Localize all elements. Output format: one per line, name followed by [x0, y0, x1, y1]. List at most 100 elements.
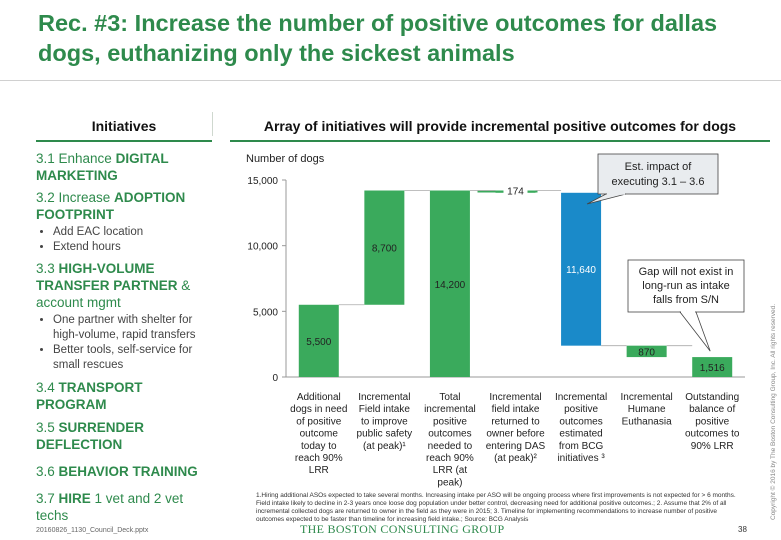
initiative-keyword: SURRENDER DEFLECTION [36, 420, 145, 452]
x-category-label: reach 90% [426, 453, 474, 464]
initiative-suffix: 1 vet and 2 vet techs [36, 491, 184, 523]
initiative-prefix: 3.4 [36, 380, 59, 395]
x-category-label: (at peak)¹ [363, 441, 406, 452]
initiative-bullet: Extend hours [53, 240, 216, 255]
x-category-label: today to [301, 441, 337, 452]
callout-gap-box [627, 259, 745, 313]
y-tick-label: 0 [272, 373, 278, 384]
initiative-suffix: & account mgmt [36, 278, 191, 310]
x-category-label: field intake [492, 404, 540, 415]
initiatives-heading-rule [36, 140, 212, 142]
callout-impact-box [597, 153, 719, 195]
bar-1 [364, 190, 405, 305]
x-category-label: balance of [689, 404, 735, 415]
initiative-item: 3.6 BEHAVIOR TRAINING [36, 463, 216, 480]
callout-impact-text: Est. impact of [625, 161, 693, 173]
initiative-item: 3.1 Enhance DIGITAL MARKETING [36, 150, 216, 184]
chart-heading: Array of initiatives will provide increm… [263, 118, 737, 134]
bar-value-label: 8,700 [372, 244, 397, 255]
x-category-label: Humane [628, 404, 666, 415]
x-category-label: initiatives ³ [557, 453, 605, 464]
bar-4 [561, 192, 602, 346]
x-category-label: Outstanding [685, 392, 739, 403]
initiative-bullet: One partner with shelter for high-volume… [53, 313, 216, 343]
x-category-label: needed to [428, 441, 473, 452]
initiative-keyword: HIGH-VOLUME TRANSFER PARTNER [36, 261, 178, 293]
y-axis-label: Number of dogs [246, 153, 325, 165]
y-tick-label: 5,000 [253, 307, 278, 318]
x-category-label: 90% LRR [691, 441, 734, 452]
initiative-prefix: 3.7 [36, 491, 59, 506]
x-category-label: LRR [309, 465, 329, 476]
initiative-prefix: 3.5 [36, 420, 59, 435]
x-category-label: Additional [297, 392, 341, 403]
callout-gap-text: falls from S/N [653, 294, 719, 306]
x-category-label: peak) [437, 477, 462, 488]
initiative-prefix: 3.2 Increase [36, 190, 115, 205]
title-divider [0, 80, 781, 81]
x-category-label: incremental [424, 404, 476, 415]
x-category-label: positive [564, 404, 598, 415]
x-category-label: Incremental [555, 392, 607, 403]
x-category-label: Incremental [358, 392, 410, 403]
initiative-keyword: BEHAVIOR TRAINING [58, 464, 198, 479]
x-category-label: from BCG [559, 441, 604, 452]
bar-value-label: 174 [507, 187, 524, 198]
x-category-label: returned to [491, 416, 540, 427]
callout-impact-text: executing 3.1 – 3.6 [612, 176, 705, 188]
x-category-label: Euthanasia [622, 416, 672, 427]
bcg-logo: THE BOSTON CONSULTING GROUP [300, 522, 505, 536]
initiative-bullets: One partner with shelter for high-volume… [36, 313, 216, 373]
bar-value-label: 14,200 [435, 280, 466, 291]
file-reference: 20160826_1130_Council_Deck.pptx [36, 527, 149, 534]
initiative-item: 3.4 TRANSPORT PROGRAM [36, 379, 216, 413]
bar-6 [692, 357, 733, 377]
x-category-label: owner before [486, 429, 545, 440]
bar-value-label: 5,500 [306, 337, 331, 348]
x-category-label: public safety [357, 429, 413, 440]
initiative-keyword: ADOPTION FOOTPRINT [36, 190, 186, 222]
bar-value-label: 11,640 [566, 265, 596, 276]
x-category-label: entering DAS [486, 441, 546, 452]
x-category-label: LRR (at [433, 465, 468, 476]
initiatives-list: 3.1 Enhance DIGITAL MARKETING 3.2 Increas… [36, 150, 216, 529]
bar-value-label: 870 [638, 347, 655, 358]
x-category-label: positive [433, 416, 467, 427]
slide-title: Rec. #3: Increase the number of positive… [38, 10, 718, 66]
x-category-label: estimated [559, 429, 602, 440]
x-category-label: outcomes to [685, 429, 740, 440]
y-tick-label: 10,000 [247, 242, 278, 253]
page-number: 38 [738, 525, 747, 534]
x-category-label: Incremental [621, 392, 673, 403]
bar-2 [429, 190, 470, 377]
x-category-label: outcome [300, 429, 339, 440]
chart-heading-rule [230, 140, 770, 142]
initiative-keyword: HIRE [58, 491, 91, 506]
heading-separator [212, 112, 213, 136]
x-category-label: Field intake [359, 404, 411, 415]
x-category-label: to improve [361, 416, 408, 427]
initiative-keyword: TRANSPORT PROGRAM [36, 380, 143, 412]
initiative-prefix: 3.3 [36, 261, 59, 276]
initiative-item: 3.7 HIRE 1 vet and 2 vet techs [36, 490, 216, 524]
initiative-keyword: DIGITAL MARKETING [36, 151, 169, 183]
bar-3-label-bg [503, 184, 528, 197]
waterfall-chart: Number of dogs 0 5,000 10,000 15,000 5,500 Add… [246, 153, 745, 488]
initiative-bullet: Better tools, self-service for small res… [53, 343, 216, 373]
footnote: 1.Hiring additional ASOs expected to tak… [256, 492, 736, 523]
x-category-label: reach 90% [295, 453, 343, 464]
initiative-item: 3.2 Increase ADOPTION FOOTPRINT Add EAC l… [36, 189, 216, 255]
bar-5 [626, 345, 667, 358]
x-category-label: dogs in need [290, 404, 347, 415]
x-category-label: Total [439, 392, 460, 403]
x-category-label: Incremental [489, 392, 541, 403]
initiative-prefix: 3.6 [36, 464, 59, 479]
callout-gap-pointer [679, 311, 711, 352]
initiative-prefix: 3.1 Enhance [36, 151, 116, 166]
initiative-item: 3.5 SURRENDER DEFLECTION [36, 419, 216, 453]
x-category-label: outcomes [559, 416, 602, 427]
initiative-bullet: Add EAC location [53, 225, 216, 240]
initiatives-heading: Initiatives [91, 118, 157, 134]
x-category-label: of positive [296, 416, 341, 427]
bar-0 [298, 304, 339, 377]
